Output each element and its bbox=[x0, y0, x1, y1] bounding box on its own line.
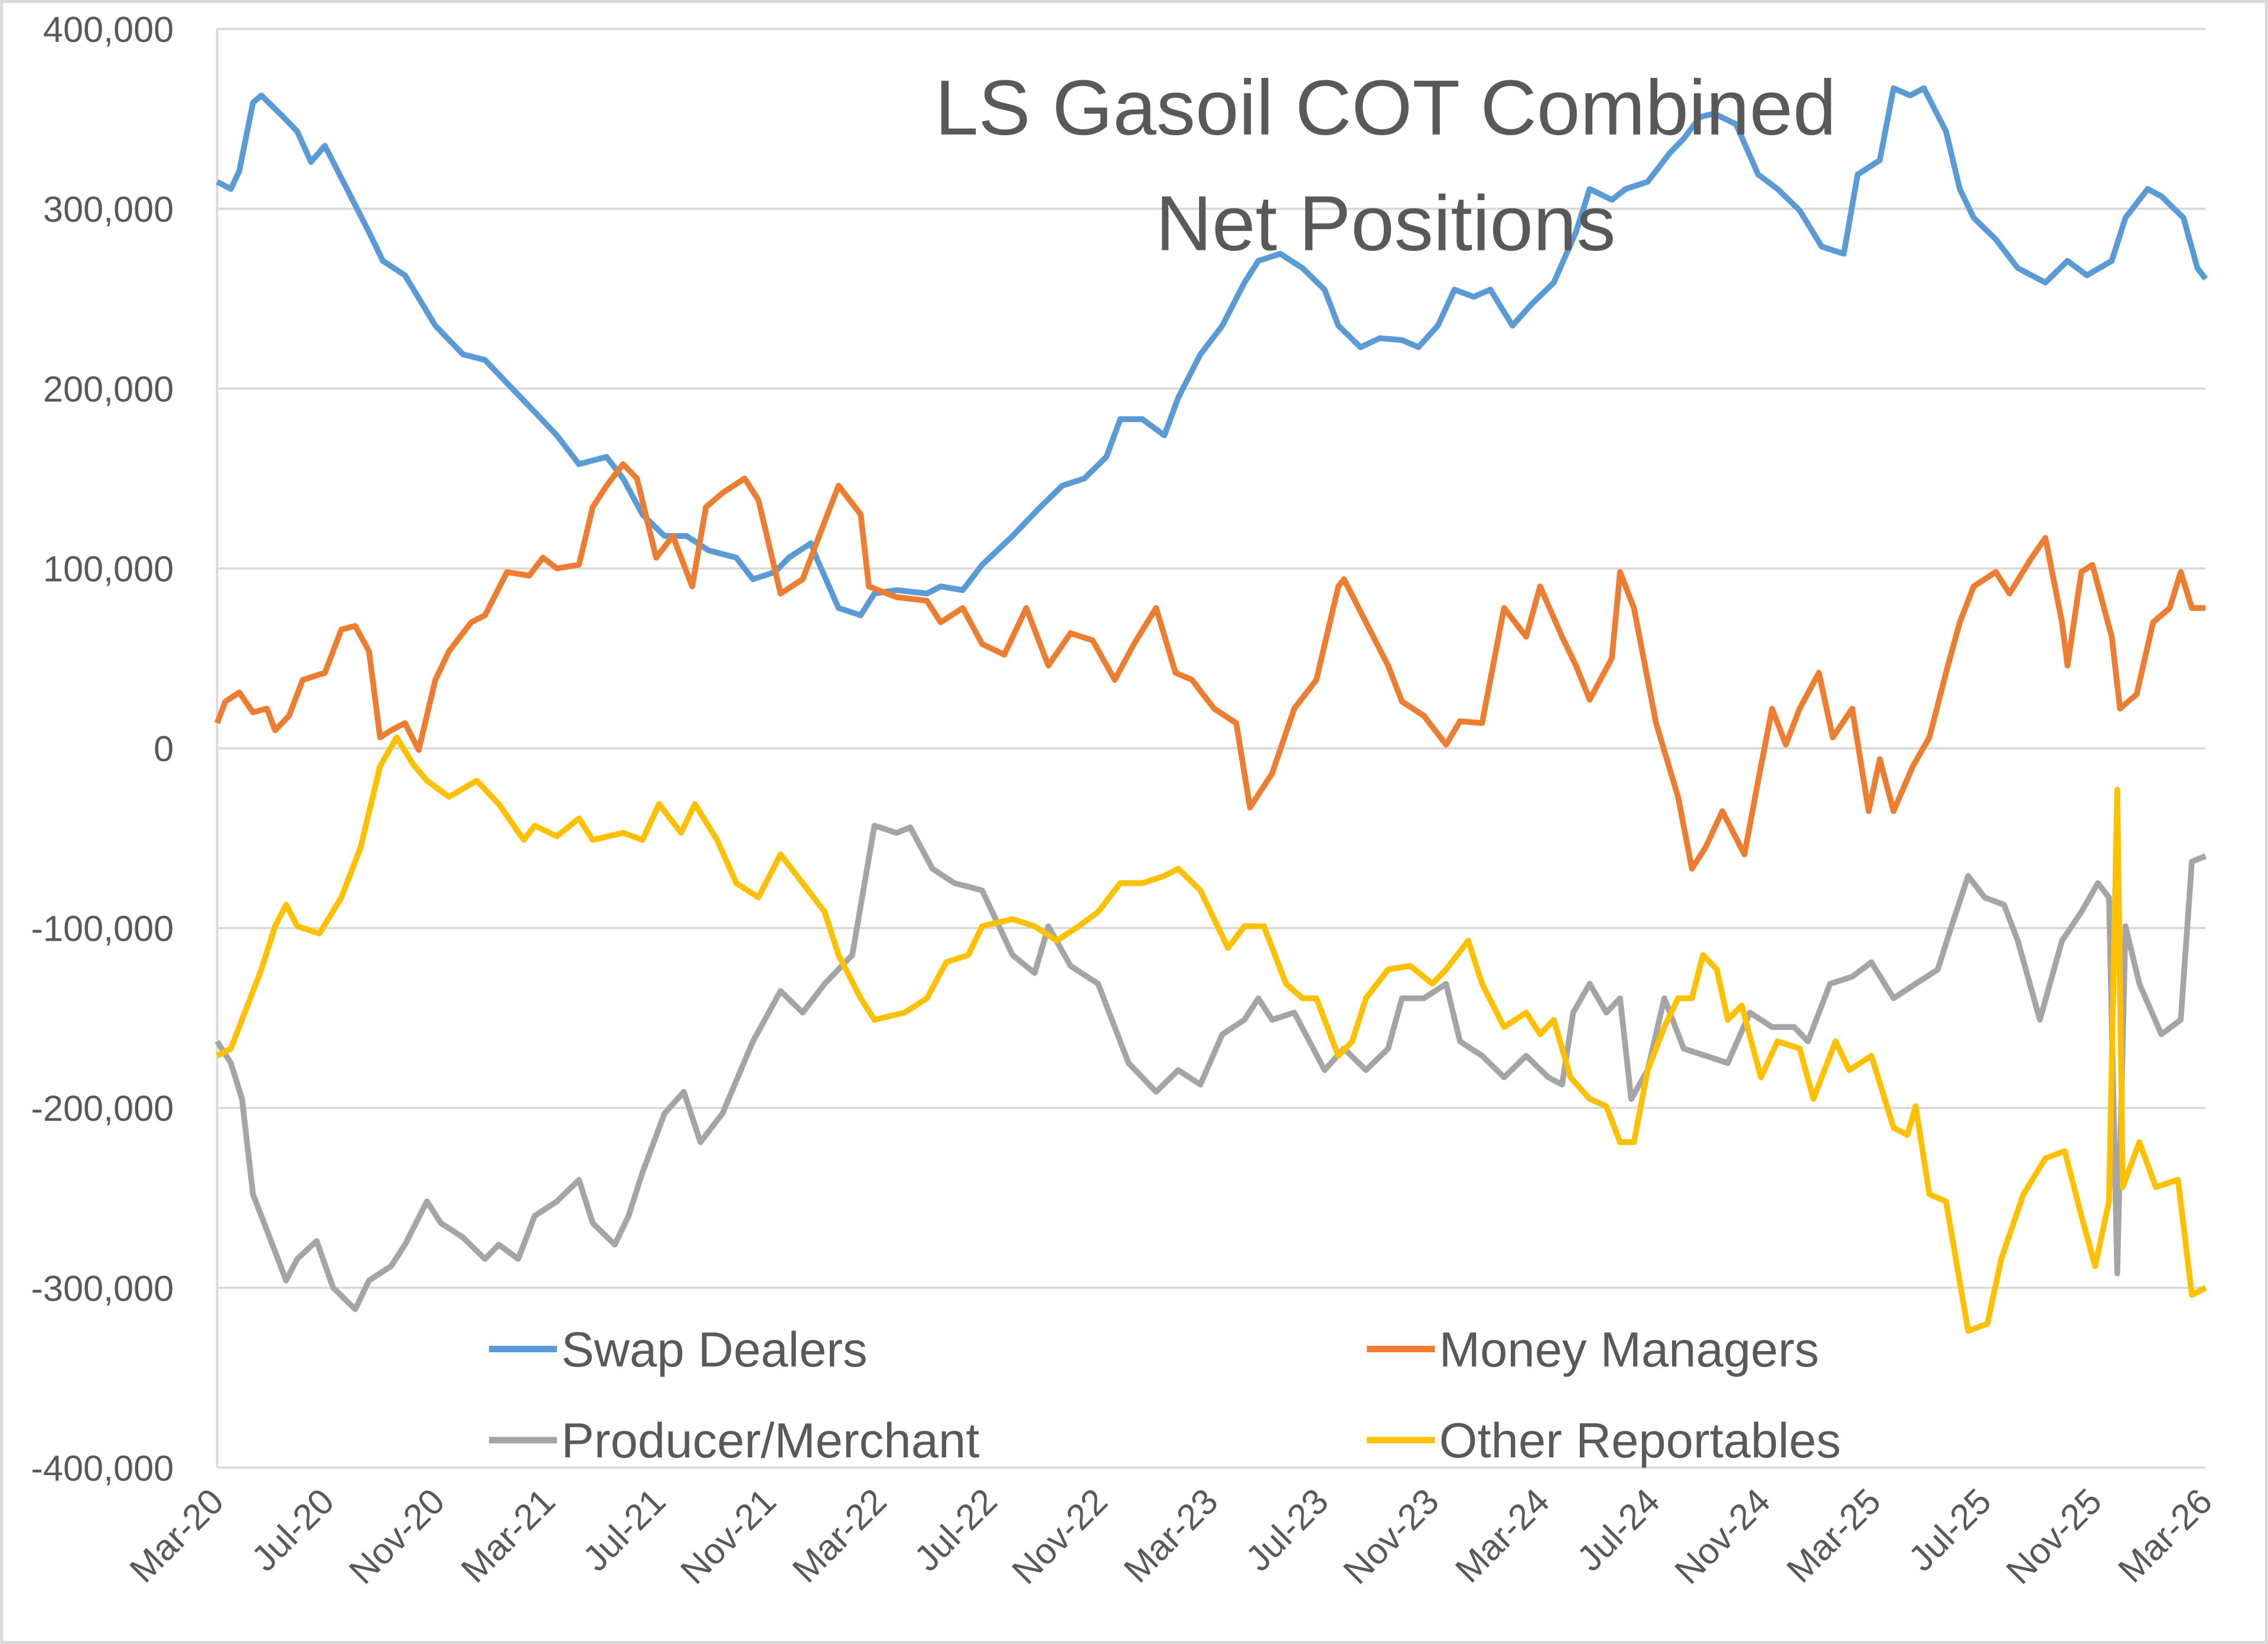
series-lines bbox=[214, 85, 2208, 1334]
chart-title-line-2: Net Positions bbox=[1156, 180, 1616, 268]
y-tick-label: 100,000 bbox=[43, 549, 174, 589]
series-line-other-reportables bbox=[216, 734, 2207, 1334]
series-line-money-managers bbox=[214, 461, 2206, 872]
legend-label-producer-merchant: Producer/Merchant bbox=[561, 1413, 979, 1468]
y-tick-label: -100,000 bbox=[31, 909, 174, 949]
y-tick-label: -200,000 bbox=[31, 1088, 174, 1128]
y-tick-label: 300,000 bbox=[43, 190, 174, 230]
y-tick-label: 0 bbox=[154, 729, 174, 769]
legend-label-money-managers: Money Managers bbox=[1439, 1322, 1819, 1377]
chart-title-line-1: LS Gasoil COT Combined bbox=[935, 64, 1836, 152]
legend-label-other-reportables: Other Reportables bbox=[1439, 1413, 1841, 1468]
legend-label-swap-dealers: Swap Dealers bbox=[561, 1322, 867, 1377]
series-line-swap-dealers bbox=[216, 85, 2208, 618]
y-axis-tick-labels: 400,000 300,000 200,000 100,000 0 -100,000 -20… bbox=[31, 9, 174, 1488]
y-tick-label: -400,000 bbox=[31, 1448, 174, 1488]
legend: Swap Dealers Money Managers Producer/Mer… bbox=[488, 1322, 1841, 1468]
y-tick-label: -300,000 bbox=[31, 1268, 174, 1309]
series-line-producer-merchant bbox=[214, 823, 2207, 1313]
gridlines bbox=[216, 28, 2206, 1469]
y-tick-label: 200,000 bbox=[43, 369, 174, 409]
y-tick-label: 400,000 bbox=[43, 9, 174, 50]
